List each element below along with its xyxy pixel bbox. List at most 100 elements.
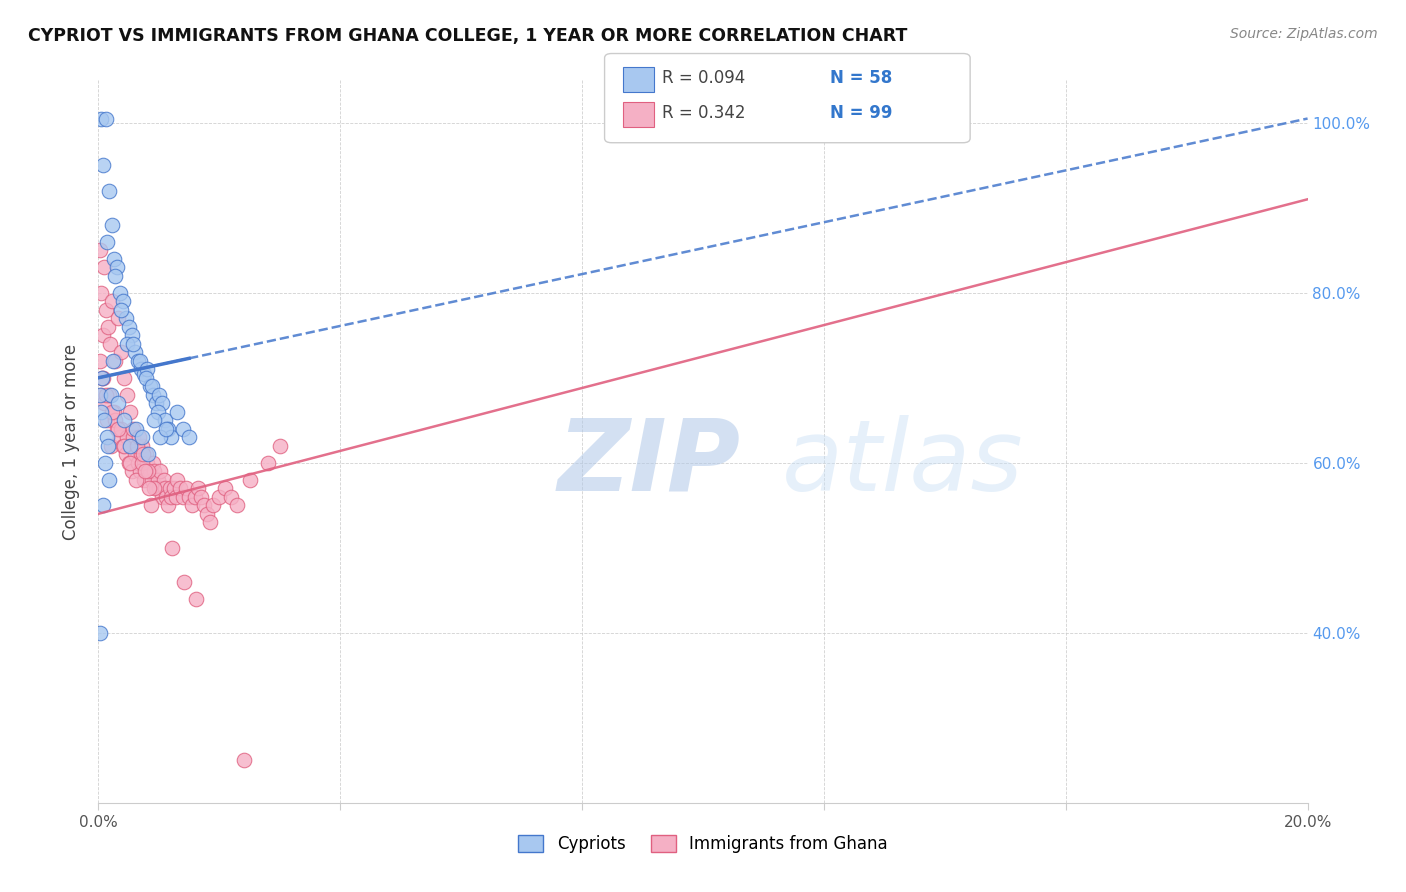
Point [112, 371, 135, 385]
Point [114, 447, 136, 461]
Point [166, 405, 188, 419]
Point [104, 353, 127, 368]
Point [193, 498, 215, 512]
Point [131, 447, 153, 461]
Point [145, 481, 167, 495]
Point [122, 336, 145, 351]
Point [150, 396, 173, 410]
Point [156, 498, 179, 512]
Point [91, 371, 114, 385]
Point [100, 218, 122, 232]
Point [186, 591, 208, 606]
Point [105, 422, 128, 436]
Point [142, 456, 165, 470]
Point [96, 413, 118, 427]
Point [100, 388, 122, 402]
Point [94, 112, 117, 126]
Point [232, 753, 254, 767]
Point [132, 367, 155, 381]
Point [149, 464, 172, 478]
Point [101, 353, 124, 368]
Point [103, 252, 125, 266]
Point [127, 456, 149, 470]
Point [97, 439, 120, 453]
Point [269, 439, 291, 453]
Point [184, 490, 207, 504]
Point [190, 490, 212, 504]
Point [90, 405, 112, 419]
Point [104, 268, 127, 283]
Point [148, 481, 170, 495]
Point [91, 328, 114, 343]
Point [143, 464, 166, 478]
Point [174, 481, 197, 495]
Point [135, 456, 157, 470]
Point [139, 379, 162, 393]
Point [135, 447, 157, 461]
Text: ZIP: ZIP [558, 415, 741, 512]
Point [128, 464, 150, 478]
Point [187, 481, 209, 495]
Point [121, 328, 143, 343]
Point [179, 490, 201, 504]
Point [141, 473, 163, 487]
Point [195, 507, 218, 521]
Point [129, 362, 152, 376]
Point [103, 405, 125, 419]
Point [91, 371, 114, 385]
Point [93, 413, 115, 427]
Point [152, 473, 174, 487]
Point [91, 158, 114, 172]
Point [172, 422, 194, 436]
Point [94, 388, 117, 402]
Point [98, 184, 121, 198]
Text: R = 0.342: R = 0.342 [662, 104, 745, 122]
Point [96, 430, 118, 444]
Point [163, 481, 186, 495]
Point [108, 430, 131, 444]
Text: N = 58: N = 58 [830, 69, 891, 87]
Point [89, 244, 111, 258]
Point [214, 481, 236, 495]
Point [97, 473, 120, 487]
Point [131, 430, 153, 444]
Point [146, 405, 169, 419]
Point [122, 430, 145, 444]
Point [131, 456, 153, 470]
Point [124, 447, 146, 461]
Point [135, 362, 157, 376]
Point [160, 490, 183, 504]
Point [89, 353, 111, 368]
Point [118, 439, 141, 453]
Point [166, 473, 188, 487]
Point [120, 405, 142, 419]
Point [155, 422, 177, 436]
Point [121, 464, 143, 478]
Point [159, 481, 181, 495]
Point [160, 430, 183, 444]
Point [97, 319, 120, 334]
Point [112, 439, 135, 453]
Point [128, 430, 150, 444]
Point [128, 353, 150, 368]
Point [94, 456, 117, 470]
Point [256, 456, 278, 470]
Point [100, 405, 122, 419]
Point [200, 516, 222, 530]
Point [202, 498, 225, 512]
Point [104, 413, 127, 427]
Point [139, 498, 162, 512]
Point [179, 430, 201, 444]
Point [132, 473, 155, 487]
Point [89, 388, 111, 402]
Point [125, 439, 148, 453]
Point [153, 481, 176, 495]
Point [100, 439, 122, 453]
Point [96, 302, 118, 317]
Point [146, 473, 169, 487]
Point [129, 447, 152, 461]
Legend: Cypriots, Immigrants from Ghana: Cypriots, Immigrants from Ghana [512, 828, 894, 860]
Point [110, 345, 132, 359]
Point [112, 413, 135, 427]
Point [125, 473, 148, 487]
